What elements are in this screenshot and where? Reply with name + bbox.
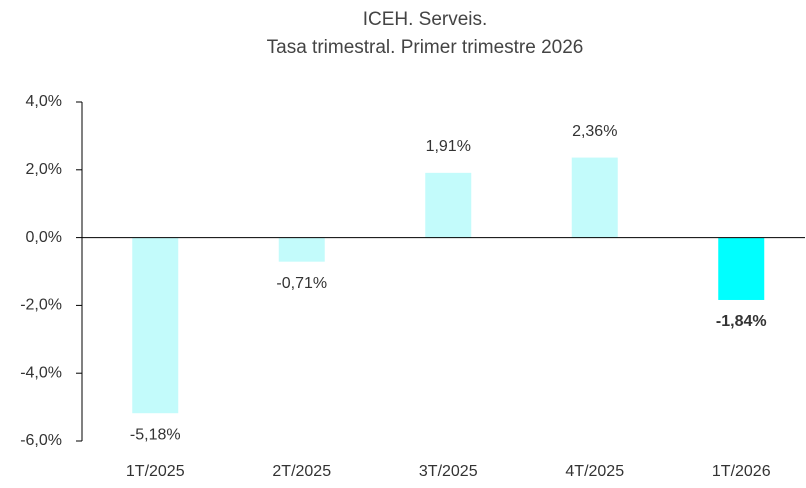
value-label: -1,84% xyxy=(716,313,767,330)
y-tick-label: 0,0% xyxy=(26,229,62,246)
bar xyxy=(571,157,618,238)
y-tick-label: 4,0% xyxy=(26,93,62,110)
value-label: -0,71% xyxy=(276,275,327,292)
chart-subtitle: Tasa trimestral. Primer trimestre 2026 xyxy=(267,37,584,58)
x-tick-label: 1T/2025 xyxy=(126,463,185,480)
y-tick-label: 2,0% xyxy=(26,161,62,178)
y-tick-label: -6,0% xyxy=(20,432,62,449)
bar xyxy=(425,172,472,238)
value-label: 2,36% xyxy=(572,123,617,140)
bar xyxy=(132,237,179,414)
chart-title: ICEH. Serveis. xyxy=(363,9,488,30)
x-tick-label: 4T/2025 xyxy=(565,463,624,480)
y-tick-label: -2,0% xyxy=(20,297,62,314)
x-tick-label: 2T/2025 xyxy=(272,463,331,480)
y-tick-label: -4,0% xyxy=(20,364,62,381)
x-tick-label: 3T/2025 xyxy=(419,463,478,480)
value-label: 1,91% xyxy=(426,138,471,155)
value-label: -5,18% xyxy=(130,426,181,443)
bar xyxy=(718,237,765,300)
bar xyxy=(278,237,325,262)
x-tick-label: 1T/2026 xyxy=(712,463,771,480)
